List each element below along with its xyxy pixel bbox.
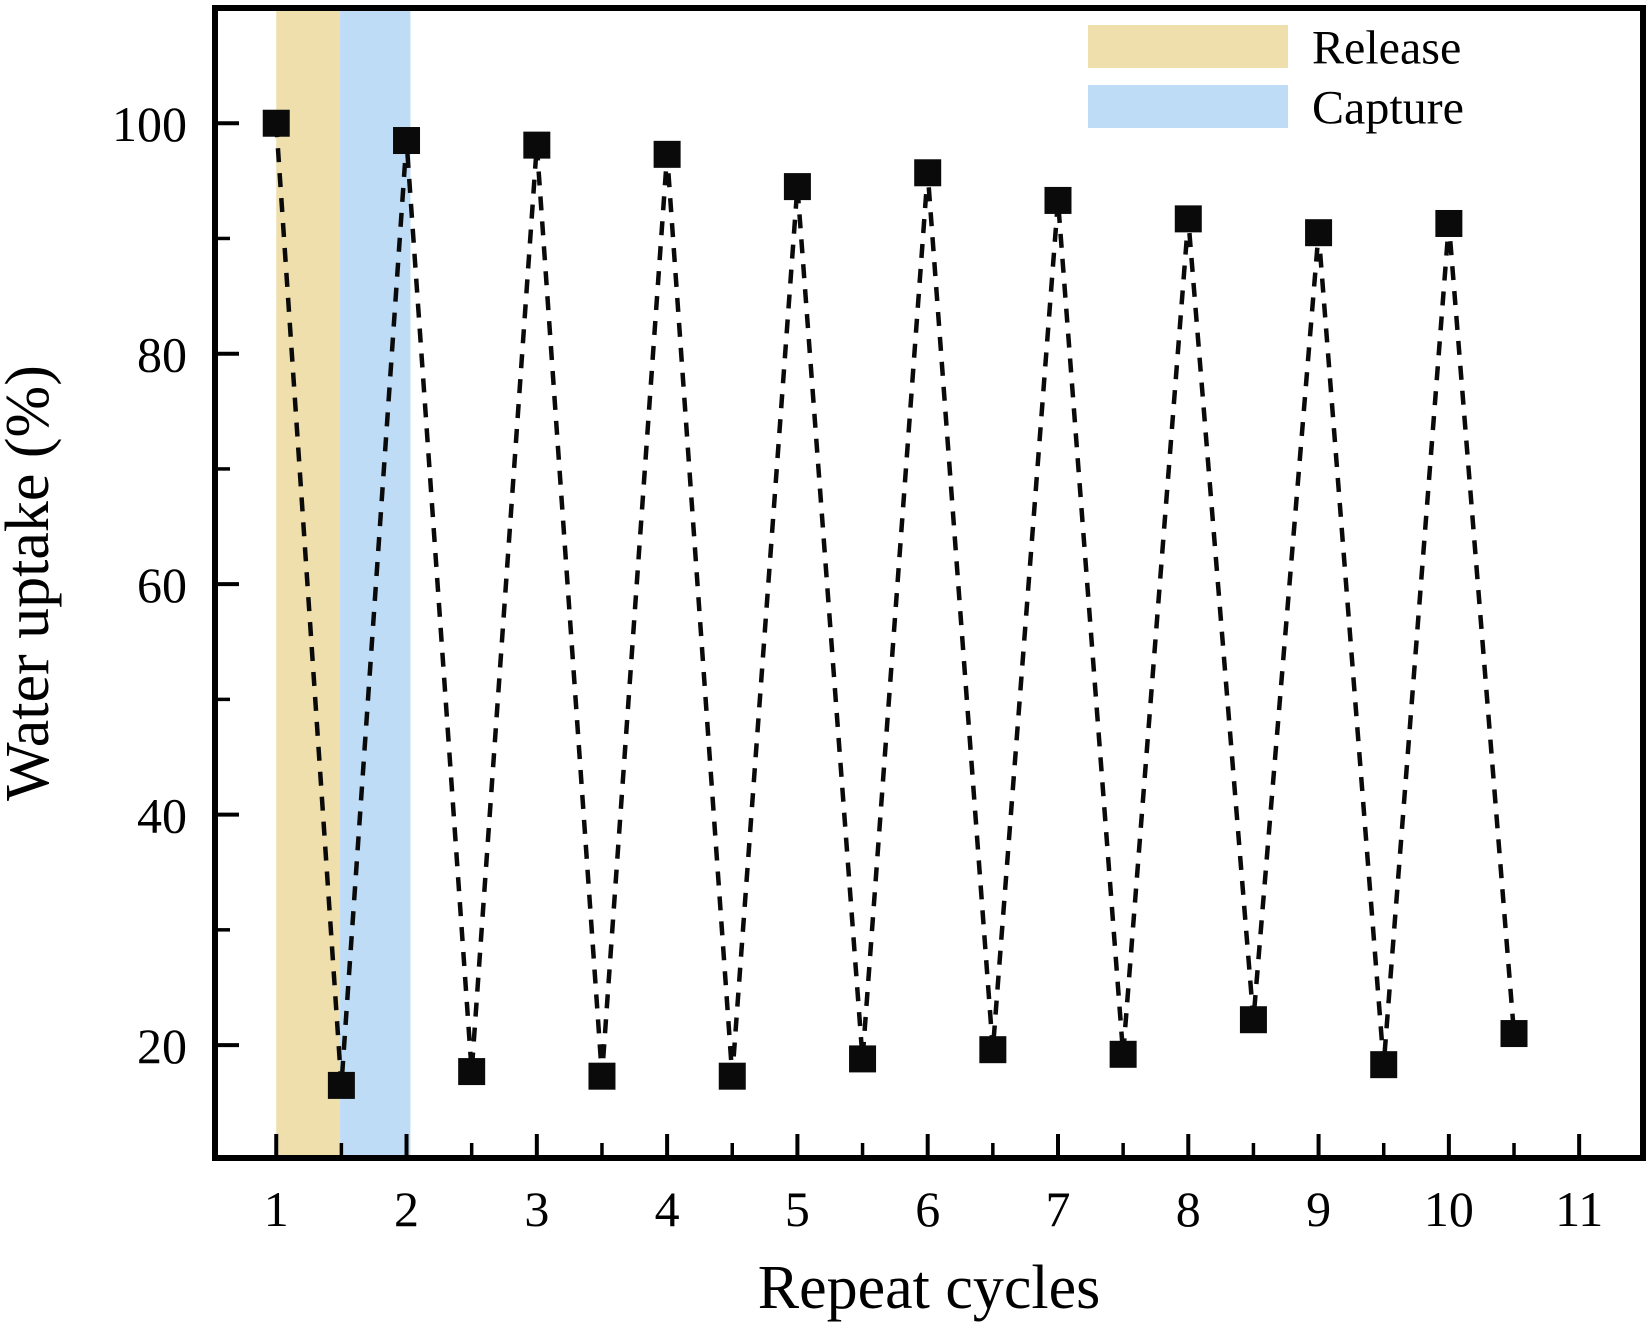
data-point-marker bbox=[523, 131, 551, 159]
x-tick-label: 4 bbox=[655, 1181, 680, 1237]
legend-swatch-release bbox=[1088, 25, 1288, 68]
data-point-marker bbox=[718, 1062, 746, 1090]
x-tick-label: 7 bbox=[1045, 1181, 1070, 1237]
legend-label-capture: Capture bbox=[1312, 81, 1464, 134]
x-tick-label: 11 bbox=[1555, 1181, 1603, 1237]
shaded-bands-group bbox=[276, 8, 411, 1158]
data-point-marker bbox=[653, 140, 681, 168]
axis-ticks-group: 20 40 60 80 100 1 2 3 4 5 6 7 8 9 10 11 bbox=[112, 96, 1603, 1237]
data-point-marker bbox=[458, 1058, 486, 1086]
data-point-marker bbox=[783, 173, 811, 201]
data-point-marker bbox=[1370, 1051, 1398, 1079]
x-tick-label: 1 bbox=[264, 1181, 289, 1237]
data-point-marker bbox=[1500, 1020, 1528, 1048]
data-point-marker bbox=[393, 127, 421, 155]
band-capture bbox=[340, 8, 411, 1158]
x-tick-label: 2 bbox=[394, 1181, 419, 1237]
y-tick-label: 60 bbox=[137, 557, 187, 613]
x-tick-label: 3 bbox=[524, 1181, 549, 1237]
x-tick-label: 8 bbox=[1176, 1181, 1201, 1237]
data-point-marker bbox=[262, 109, 290, 137]
y-tick-label: 20 bbox=[137, 1018, 187, 1074]
data-point-marker bbox=[1044, 186, 1072, 214]
legend-label-release: Release bbox=[1312, 21, 1461, 74]
legend-swatch-capture bbox=[1088, 85, 1288, 128]
data-point-marker bbox=[327, 1071, 355, 1099]
data-point-marker bbox=[1435, 209, 1463, 237]
data-point-marker bbox=[979, 1036, 1007, 1064]
x-tick-label: 6 bbox=[915, 1181, 940, 1237]
x-tick-label: 10 bbox=[1424, 1181, 1474, 1237]
x-tick-label: 9 bbox=[1306, 1181, 1331, 1237]
y-tick-label: 40 bbox=[137, 788, 187, 844]
data-point-marker bbox=[1305, 219, 1333, 247]
data-point-marker bbox=[914, 159, 942, 187]
y-tick-label: 80 bbox=[137, 327, 187, 383]
data-point-marker bbox=[1109, 1040, 1137, 1068]
y-tick-label: 100 bbox=[112, 96, 187, 152]
data-point-marker bbox=[1239, 1006, 1267, 1034]
plot-frame bbox=[212, 5, 1646, 1161]
data-point-marker bbox=[1174, 205, 1202, 233]
legend: Release Capture bbox=[1088, 21, 1464, 134]
data-series-group bbox=[262, 109, 1528, 1099]
series-dashed-line bbox=[273, 123, 1517, 1086]
y-axis-title: Water uptake (%) bbox=[0, 365, 62, 801]
data-point-marker bbox=[849, 1045, 877, 1073]
x-tick-label: 5 bbox=[785, 1181, 810, 1237]
x-axis-title: Repeat cycles bbox=[758, 1254, 1101, 1322]
data-point-marker bbox=[588, 1062, 616, 1090]
